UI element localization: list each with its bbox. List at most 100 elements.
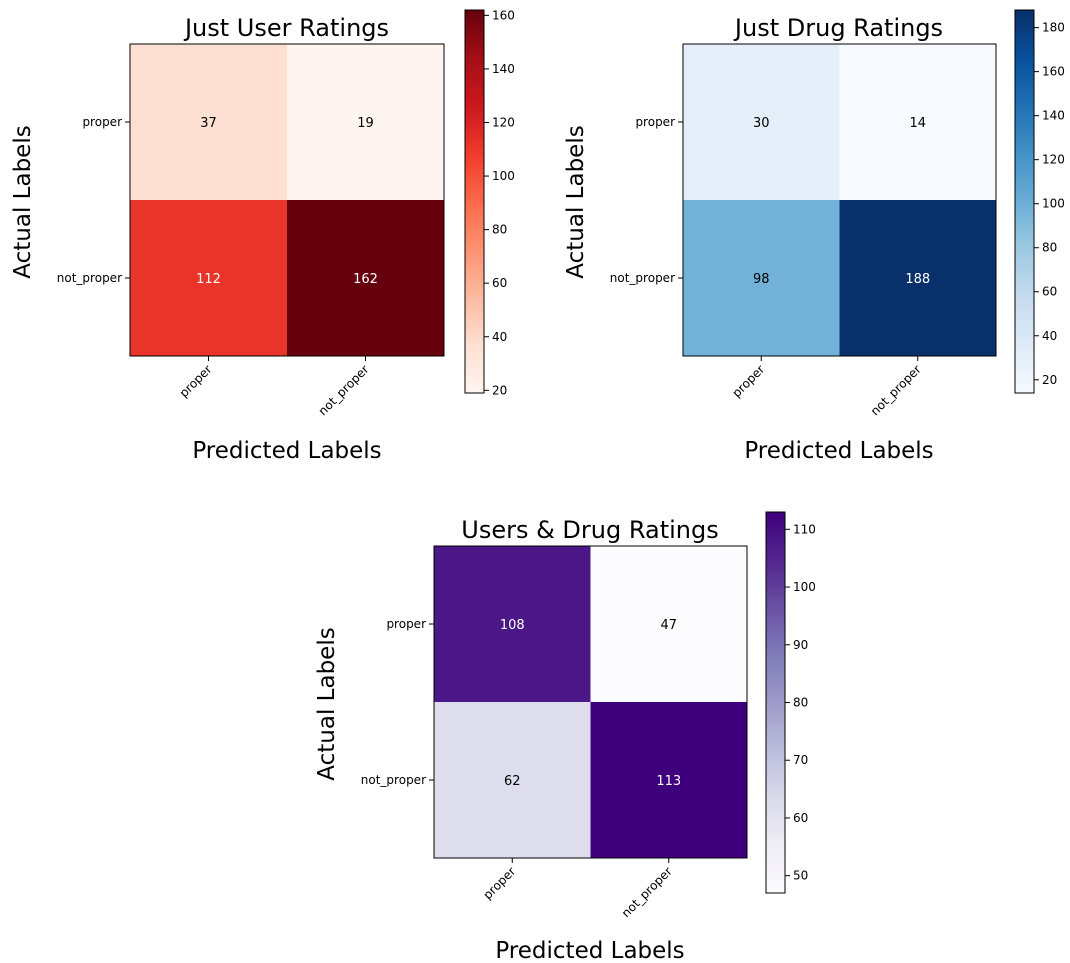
colorbar-segment bbox=[766, 540, 785, 545]
colorbar-segment bbox=[1015, 255, 1034, 260]
colorbar-segment bbox=[766, 775, 785, 780]
y-tick-label: proper bbox=[386, 617, 426, 631]
colorbar-segment bbox=[465, 290, 484, 295]
colorbar-segment bbox=[1015, 310, 1034, 314]
colorbar-segment bbox=[1015, 313, 1034, 317]
colorbar-segment bbox=[766, 664, 785, 669]
colorbar-segment bbox=[766, 816, 785, 821]
colorbar-segment bbox=[766, 858, 785, 862]
colorbar-tick-label: 180 bbox=[1042, 21, 1065, 35]
colorbar-segment bbox=[766, 883, 785, 888]
colorbar-segment bbox=[465, 239, 484, 244]
colorbar-segment bbox=[1015, 325, 1034, 330]
colorbar-segment bbox=[1015, 128, 1034, 132]
colorbar-segment bbox=[465, 373, 484, 378]
colorbar-tick-label: 90 bbox=[793, 638, 808, 652]
colorbar-segment bbox=[1015, 211, 1034, 215]
colorbar-segment bbox=[766, 645, 785, 650]
heatmap-cell bbox=[590, 546, 747, 702]
colorbar-segment bbox=[766, 588, 785, 592]
heatmap-cell bbox=[434, 546, 591, 702]
colorbar-segment bbox=[1015, 77, 1034, 81]
colorbar-segment bbox=[1015, 22, 1034, 27]
heatmap-cell bbox=[287, 200, 444, 356]
colorbar-segment bbox=[465, 195, 484, 199]
chart-3: Users & Drug Ratings 108 47 62 113 proper not_… bbox=[314, 511, 816, 963]
colorbar-segment bbox=[1015, 281, 1034, 286]
cell-value-label: 62 bbox=[504, 774, 521, 789]
colorbar-segment bbox=[1015, 364, 1034, 369]
colorbar-segment bbox=[766, 537, 785, 542]
colorbar-segment bbox=[465, 166, 484, 171]
y-tick-label: proper bbox=[635, 115, 675, 129]
colorbar-segment bbox=[1015, 169, 1034, 174]
colorbar-tick-label: 120 bbox=[492, 115, 515, 129]
colorbar-segment bbox=[465, 389, 484, 394]
colorbar-segment bbox=[465, 140, 484, 145]
heatmap-cell bbox=[839, 44, 996, 200]
colorbar-segment bbox=[465, 57, 484, 62]
colorbar-segment bbox=[465, 29, 484, 33]
colorbar-segment bbox=[766, 581, 785, 586]
cell-value-label: 14 bbox=[909, 116, 926, 131]
colorbar-tick-label: 40 bbox=[492, 330, 507, 344]
colorbar-segment bbox=[465, 380, 484, 385]
colorbar-segment bbox=[766, 804, 785, 808]
cell-value-label: 113 bbox=[656, 774, 681, 789]
colorbar-segment bbox=[465, 233, 484, 238]
colorbar-segment bbox=[1015, 287, 1034, 292]
colorbar-tick-label: 100 bbox=[793, 580, 816, 594]
colorbar-segment bbox=[465, 271, 484, 276]
colorbar-segment bbox=[1015, 198, 1034, 203]
colorbar-segment bbox=[465, 354, 484, 359]
colorbar-segment bbox=[1015, 25, 1034, 30]
colorbar-segment bbox=[1015, 246, 1034, 250]
colorbar-segment bbox=[465, 242, 484, 247]
colorbar-segment bbox=[465, 211, 484, 215]
colorbar-segment bbox=[1015, 319, 1034, 324]
colorbar-segment bbox=[1015, 262, 1034, 266]
colorbar-segment bbox=[465, 325, 484, 330]
colorbar-segment bbox=[1015, 332, 1034, 337]
colorbar-segment bbox=[1015, 188, 1034, 193]
colorbar-tick-label: 100 bbox=[1042, 197, 1065, 211]
colorbar-segment bbox=[1015, 239, 1034, 244]
colorbar-frame bbox=[464, 9, 485, 394]
colorbar-segment bbox=[1015, 341, 1034, 346]
colorbar-segment bbox=[465, 185, 484, 190]
colorbar-segment bbox=[465, 25, 484, 30]
colorbar-segment bbox=[465, 51, 484, 56]
colorbar-segment bbox=[1015, 131, 1034, 136]
colorbar-segment bbox=[766, 766, 785, 770]
colorbar-segment bbox=[465, 131, 484, 136]
colorbar-segment bbox=[465, 54, 484, 59]
x-tick-label: not_proper bbox=[868, 362, 924, 418]
colorbar-segment bbox=[766, 819, 785, 824]
colorbar-segment bbox=[766, 642, 785, 646]
colorbar-segment bbox=[766, 658, 785, 662]
x-axis-label: Predicted Labels bbox=[744, 438, 933, 464]
colorbar-segment bbox=[1015, 166, 1034, 171]
colorbar-segment bbox=[1015, 278, 1034, 282]
colorbar-segment bbox=[465, 160, 484, 164]
colorbar-segment bbox=[465, 377, 484, 381]
colorbar-segment bbox=[766, 654, 785, 659]
colorbar-segment bbox=[766, 553, 785, 558]
colorbar-segment bbox=[465, 207, 484, 212]
heatmap-cell bbox=[590, 702, 747, 858]
colorbar-segment bbox=[766, 556, 785, 561]
colorbar-segment bbox=[766, 702, 785, 707]
colorbar-segment bbox=[1015, 175, 1034, 180]
colorbar-segment bbox=[1015, 297, 1034, 302]
colorbar-segment bbox=[766, 670, 785, 675]
colorbar-segment bbox=[1015, 348, 1034, 353]
colorbar-segment bbox=[1015, 112, 1034, 116]
colorbar-segment bbox=[465, 220, 484, 225]
chart-1: Just User Ratings 37 19 112 162 proper not_pro… bbox=[10, 8, 515, 464]
colorbar-segment bbox=[465, 236, 484, 241]
colorbar-segment bbox=[766, 737, 785, 742]
colorbar-segment bbox=[465, 351, 484, 356]
colorbar-segment bbox=[1015, 160, 1034, 164]
chart-2: Just Drug Ratings 30 14 98 188 proper not_prop… bbox=[563, 9, 1065, 464]
cell-value-label: 108 bbox=[500, 618, 525, 633]
